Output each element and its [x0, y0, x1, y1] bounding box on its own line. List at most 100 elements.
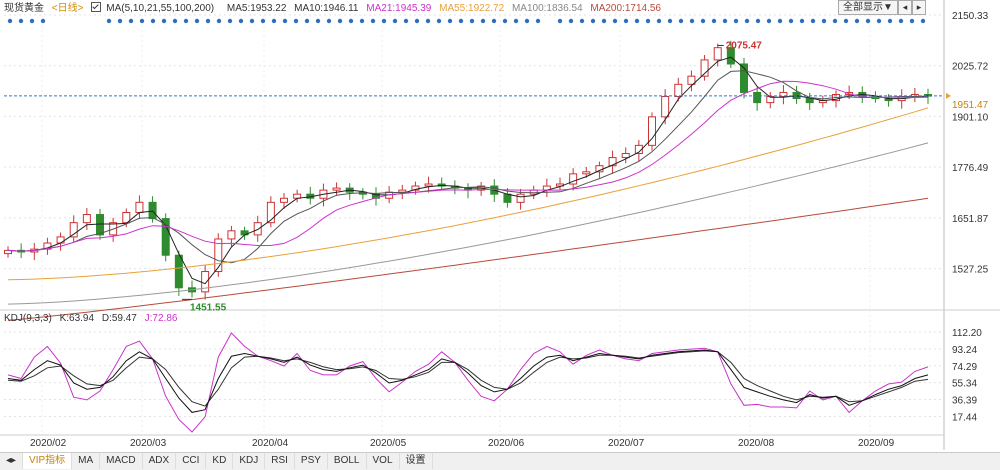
kdj-tick-label: 55.34: [952, 379, 977, 390]
candle-up: [280, 197, 288, 203]
signal-dot: [425, 18, 431, 24]
time-tick-label: 2020/06: [488, 438, 525, 449]
candle-up: [700, 59, 709, 77]
signal-dot: [744, 18, 750, 24]
signal-dot: [436, 18, 442, 24]
kdj-tick-label: 112.20: [952, 328, 982, 339]
next-arrow-icon[interactable]: ▸: [912, 0, 926, 15]
tab-cci[interactable]: CCI: [176, 453, 207, 469]
tab-left-arrow-icon[interactable]: ◂▸: [0, 453, 24, 469]
signal-dot: [832, 18, 838, 24]
ma-toggle-checkbox[interactable]: [91, 2, 102, 12]
signal-dot: [260, 18, 266, 24]
candle-down: [805, 98, 814, 104]
signal-dot: [568, 18, 574, 24]
candle-up: [621, 152, 630, 159]
tab-rsi[interactable]: RSI: [265, 453, 295, 469]
candle-up: [582, 171, 591, 175]
signal-dot: [700, 18, 706, 24]
candle-up: [516, 193, 525, 203]
signal-dot: [40, 18, 46, 24]
signal-dot: [282, 18, 288, 24]
kdj-tick-label: 74.29: [952, 362, 977, 373]
price-tick-label: 2025.72: [952, 62, 989, 73]
signal-dot: [821, 18, 827, 24]
price-legend: 现货黄金 <日线> MA(5,10,21,55,100,200) MA5:195…: [4, 2, 666, 15]
candle-up: [687, 75, 696, 85]
time-tick-label: 2020/07: [608, 438, 645, 449]
indicator-tabs: ◂▸ VIP指标 MA MACD ADX CCI KD KDJ RSI PSY BOLL VOL 设置: [0, 452, 1000, 470]
instrument-name: 现货黄金: [4, 3, 44, 14]
candle-up: [266, 201, 275, 224]
kdj-j-value: J:72.86: [144, 313, 178, 324]
signal-dot: [304, 18, 310, 24]
signal-dot: [623, 18, 629, 24]
signal-dot: [183, 18, 189, 24]
candle-up: [135, 201, 144, 214]
tab-ma[interactable]: MA: [72, 453, 101, 469]
tab-kd[interactable]: KD: [206, 453, 234, 469]
signal-dot: [414, 18, 420, 24]
price-tick-label: 1901.10: [952, 112, 989, 123]
signal-dot: [898, 18, 904, 24]
signal-dot: [854, 18, 860, 24]
candle-up: [648, 116, 656, 146]
low-annotation: 1451.55: [190, 302, 227, 313]
signal-dot: [843, 18, 849, 24]
tab-macd[interactable]: MACD: [100, 453, 143, 469]
tab-kdj[interactable]: KDJ: [233, 453, 266, 469]
kdj-d-value: D:59.47: [101, 313, 137, 324]
signal-dot: [29, 18, 35, 24]
ma10-value: MA10:1946.11: [294, 3, 359, 14]
signal-dot: [271, 18, 277, 24]
candle-up: [253, 222, 262, 236]
ma100-line: [7, 142, 929, 305]
kdj-j-line: [7, 332, 929, 433]
ma5-value: MA5:1953.22: [226, 3, 287, 14]
signal-dot: [205, 18, 211, 24]
signal-dot: [733, 18, 739, 24]
signal-dot: [370, 18, 376, 24]
candle-up: [43, 242, 52, 250]
candle-down: [740, 63, 748, 93]
tab-boll[interactable]: BOLL: [328, 453, 367, 469]
tab-vip[interactable]: VIP指标: [23, 453, 73, 469]
signal-dot: [480, 18, 486, 24]
candle-up: [4, 249, 12, 255]
signal-dot: [172, 18, 178, 24]
ma-group-label[interactable]: MA(5,10,21,55,100,200): [91, 2, 219, 14]
tab-psy[interactable]: PSY: [295, 453, 328, 469]
signal-dot: [315, 18, 321, 24]
signal-dot: [634, 18, 640, 24]
candle-up: [529, 189, 538, 195]
time-tick-label: 2020/08: [738, 438, 775, 449]
candle-up: [214, 238, 223, 273]
signal-dot: [887, 18, 893, 24]
prev-arrow-icon[interactable]: ◂: [898, 0, 912, 15]
signal-dot: [447, 18, 453, 24]
time-tick-label: 2020/09: [858, 438, 895, 449]
current-price-marker: [946, 92, 951, 99]
candle-up: [69, 222, 78, 238]
candle-up: [713, 47, 722, 61]
period-label[interactable]: <日线>: [51, 3, 84, 14]
signal-dot: [403, 18, 409, 24]
tab-vol[interactable]: VOL: [367, 453, 400, 469]
signal-dot: [909, 18, 915, 24]
time-tick-label: 2020/02: [30, 438, 67, 449]
range-select-button[interactable]: 全部显示▼: [838, 0, 898, 15]
tab-settings[interactable]: 设置: [400, 453, 433, 469]
time-tick-label: 2020/05: [370, 438, 407, 449]
tab-adx[interactable]: ADX: [143, 453, 177, 469]
signal-dot: [799, 18, 805, 24]
signal-dot: [337, 18, 343, 24]
candle-up: [661, 96, 670, 118]
candle-up: [82, 214, 91, 224]
signal-dot: [722, 18, 728, 24]
signal-dot: [766, 18, 772, 24]
signal-dot: [612, 18, 618, 24]
signal-dot: [513, 18, 519, 24]
signal-dot: [557, 18, 563, 24]
ma55-line: [7, 107, 929, 281]
signal-dot: [810, 18, 816, 24]
